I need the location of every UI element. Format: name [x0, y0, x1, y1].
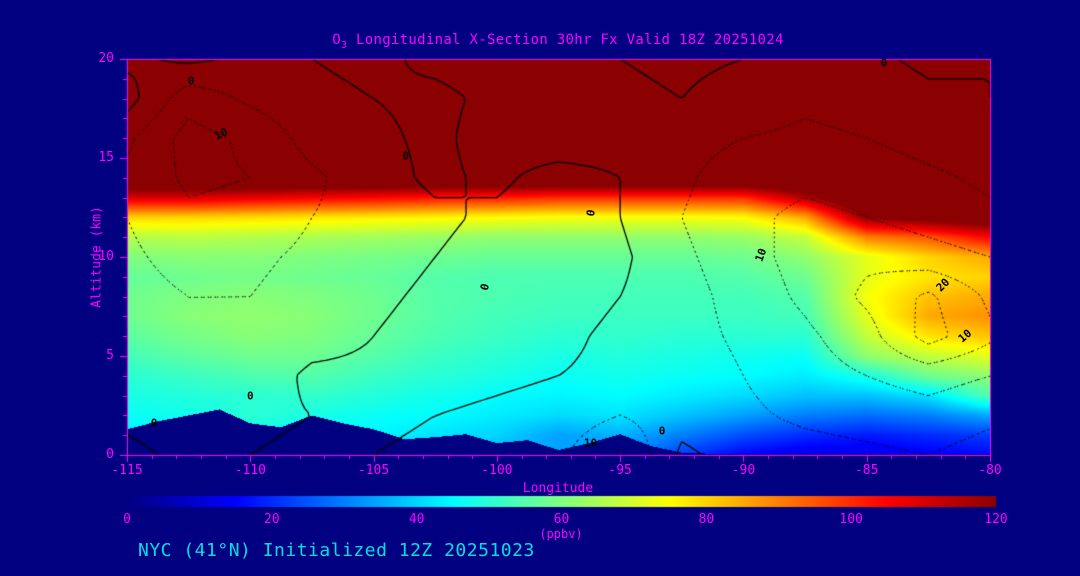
contour-label: 0: [246, 389, 254, 403]
colorbar-tick-label: 80: [698, 512, 715, 527]
x-tick-label: -110: [234, 463, 266, 478]
y-tick-label: 20: [98, 51, 114, 66]
x-tick-label: -105: [357, 463, 390, 478]
y-tick-label: 5: [106, 348, 114, 363]
x-tick-label: -85: [854, 463, 879, 478]
colorbar-tick-label: 0: [123, 512, 131, 527]
contour-label: 0: [150, 416, 158, 430]
title-prefix: O: [332, 32, 341, 48]
x-axis-label: Longitude: [522, 481, 594, 496]
x-tick-label: -95: [608, 463, 632, 478]
colorbar-tick-label: 100: [839, 512, 863, 527]
title-subscript: 3: [340, 39, 348, 51]
colorbar-tick-label: 20: [264, 512, 280, 527]
colorbar-unit-label: (ppbv): [539, 527, 583, 541]
x-tick-label: -80: [978, 463, 1002, 478]
colorbar-tick-label: 60: [553, 512, 570, 527]
colorbar-tick-label: 40: [408, 512, 425, 527]
colorbar-tick-label: 120: [984, 512, 1008, 527]
y-tick-label: 0: [106, 447, 114, 462]
contour-label: 0: [402, 149, 409, 163]
footer-init-label: NYC (41°N) Initialized 12Z 20251023: [138, 540, 535, 561]
x-tick-label: -115: [111, 463, 143, 478]
x-tick-label: -100: [481, 463, 513, 478]
title-rest: Longitudinal X-Section 30hr Fx Valid 18Z…: [347, 32, 784, 48]
contour-label: 0: [658, 424, 666, 438]
y-tick-label: 15: [98, 150, 114, 165]
y-tick-label: 10: [98, 249, 114, 264]
x-tick-label: -90: [731, 463, 756, 478]
contour-label: 0: [187, 74, 195, 88]
contour-label: 0: [880, 56, 888, 70]
contour-label: 10: [583, 436, 598, 450]
plot-title: O3 Longitudinal X-Section 30hr Fx Valid …: [332, 32, 784, 51]
